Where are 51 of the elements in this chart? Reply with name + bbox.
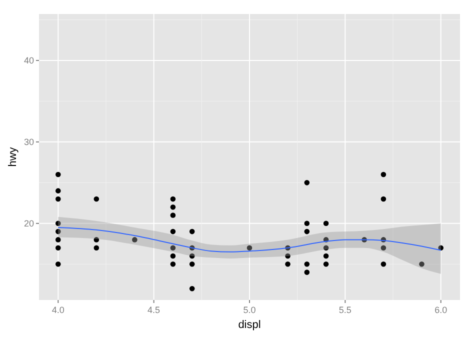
y-tick-label: 30 [24,136,34,147]
point [304,180,310,186]
point [170,228,176,234]
point [438,245,444,250]
point [170,262,176,267]
y-tick-label: 20 [24,218,34,228]
point [323,253,329,259]
point [55,228,61,234]
point [170,204,176,210]
point [55,237,61,242]
point [170,253,176,259]
x-tick-label: 5.0 [243,305,256,315]
point [323,262,329,267]
point [55,220,61,226]
x-tick-label: 4.0 [52,305,64,315]
point [189,228,195,234]
point [94,196,100,202]
point [285,253,290,259]
point [94,237,100,242]
point [285,262,290,267]
point [323,245,329,250]
point [55,245,61,250]
x-tick-label: 6.0 [434,305,448,315]
point [132,237,138,242]
point [55,262,61,267]
y-axis-title: hwy [7,146,19,167]
point [170,212,176,218]
point [380,262,386,267]
point [170,196,176,202]
x-axis-title: displ [238,319,261,331]
point [246,245,252,250]
y-tick-label: 40 [24,55,34,66]
point [304,228,310,234]
point [55,196,61,202]
point [380,172,386,178]
point [304,220,310,226]
x-tick-label: 5.5 [338,305,352,315]
point [380,196,386,202]
point [189,253,195,259]
point [304,270,310,275]
x-tick-label: 4.5 [148,305,160,315]
point [189,286,195,292]
point [170,245,176,250]
point [323,220,329,226]
point [419,262,424,267]
point [189,262,195,267]
point [94,245,100,250]
point [55,172,61,178]
point [380,245,386,250]
point [304,262,310,267]
point [55,188,61,194]
